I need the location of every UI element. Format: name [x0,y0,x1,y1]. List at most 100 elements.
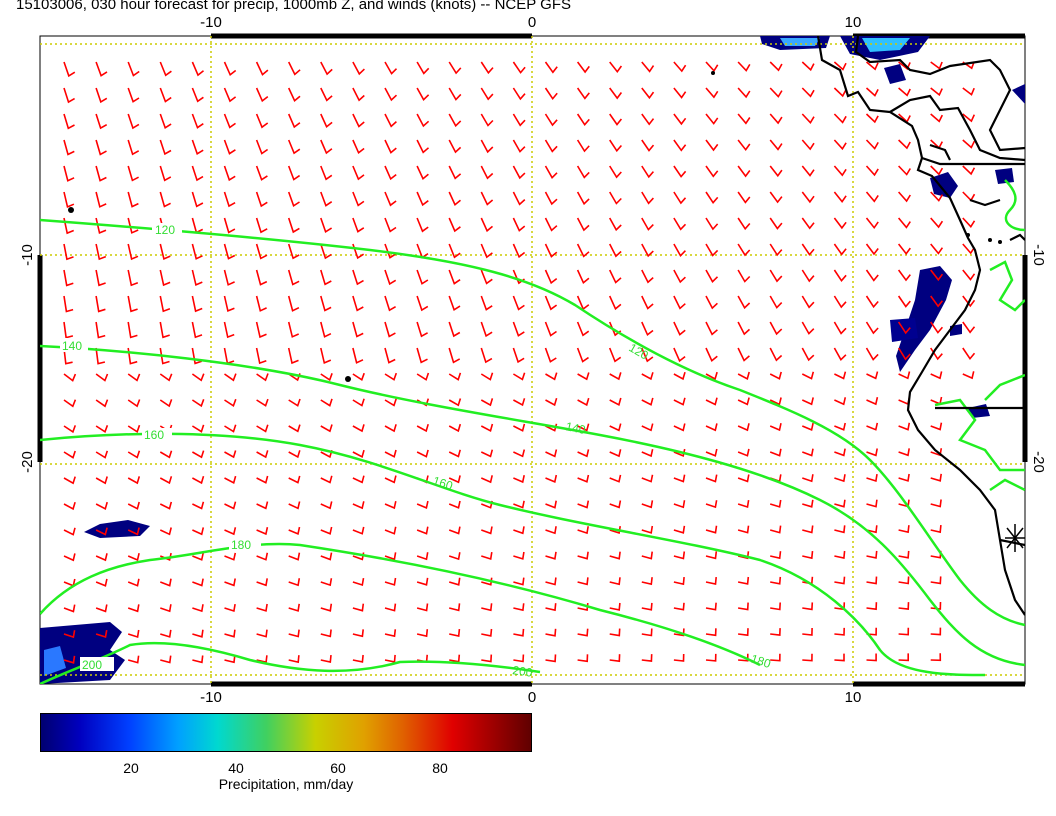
wind-barb [962,371,975,380]
wind-barb [673,191,687,205]
wind-barb [609,602,621,611]
wind-barb [256,603,268,612]
wind-barb [545,526,557,535]
wind-barb [287,113,301,129]
wind-barb [352,629,364,638]
wind-barb [160,604,172,613]
wind-barb [576,191,590,206]
wind-barb [545,397,558,407]
wind-barb [416,449,429,458]
wind-barb [673,243,686,258]
wind-barb [288,578,301,587]
wind-barb [865,269,879,282]
wind-barb [769,499,782,508]
wind-barb [609,165,622,179]
wind-barb [930,295,944,308]
wind-barb [480,449,494,458]
wind-barb [192,629,204,638]
wind-barb [192,655,204,664]
wind-barb [833,87,847,98]
wind-barb [512,191,526,206]
wind-barb [673,551,686,560]
wind-barb [223,61,237,77]
wind-barb [448,449,461,458]
wind-barb [352,475,365,484]
wind-barb [352,269,364,286]
wind-barb [95,113,108,130]
wind-barb [448,61,462,75]
wind-barb [288,450,301,459]
contour-label: 120 [155,223,175,237]
wind-barb [287,269,300,286]
wind-barb [705,243,719,257]
wind-barb [609,423,622,432]
island [345,376,351,382]
wind-barb [962,139,976,149]
wind-barb [544,165,558,180]
wind-barb [865,139,879,150]
wind-barb [769,217,783,230]
wind-barb [737,269,751,283]
wind-barb [352,113,365,128]
wind-barb [255,61,269,76]
wind-barb [481,551,493,561]
wind-barb [191,87,204,103]
wind-barb [609,500,622,509]
wind-barb [801,61,815,72]
wind-barb [834,525,846,534]
wind-barb [545,449,558,458]
wind-barb [256,398,269,407]
wind-barb [545,474,558,484]
wind-barb [288,526,301,536]
wind-barb [159,87,172,103]
wind-barb [63,450,76,459]
wind-barb [513,526,525,535]
wind-barb [352,61,365,76]
wind-barb [641,577,653,586]
wind-barb [63,373,77,382]
wind-barb [769,191,783,204]
wind-barb [384,269,397,286]
wind-barb [801,243,815,256]
wind-barb [737,87,751,99]
wind-barb [255,191,268,208]
wind-barb [834,448,846,457]
wind-barb [641,217,654,231]
wind-barb [384,372,398,381]
wind-barb [352,577,365,587]
wind-barb [95,321,106,339]
wind-barb [95,425,109,434]
wind-barb [320,139,333,155]
island [998,240,1002,244]
wind-barb [159,527,172,536]
wind-barb [288,424,301,433]
wind-barb [480,87,494,101]
wind-barb [737,576,750,585]
wind-barb [930,269,944,282]
wind-barb [191,347,202,365]
wind-barb [577,577,589,586]
wind-barb [576,87,590,100]
wind-barb [834,422,846,431]
wind-barb [191,373,205,382]
wind-barb [898,525,910,534]
colorbar-tick: 80 [432,760,448,776]
wind-barb [898,602,910,610]
wind-barb [673,653,685,662]
wind-barb [384,398,397,407]
wind-barb [416,295,429,312]
wind-barb [705,423,718,432]
wind-barb [127,424,141,434]
station-marker-icon [1005,524,1025,552]
wind-barb [737,139,751,152]
precip-area [1012,84,1025,104]
wind-barb [834,627,845,636]
wind-barb [609,372,622,381]
wind-barb [705,525,718,534]
wind-barb [160,578,172,587]
wind-barb [416,321,428,338]
wind-barb [769,61,783,72]
wind-barb [866,525,878,534]
wind-barb [898,87,911,97]
